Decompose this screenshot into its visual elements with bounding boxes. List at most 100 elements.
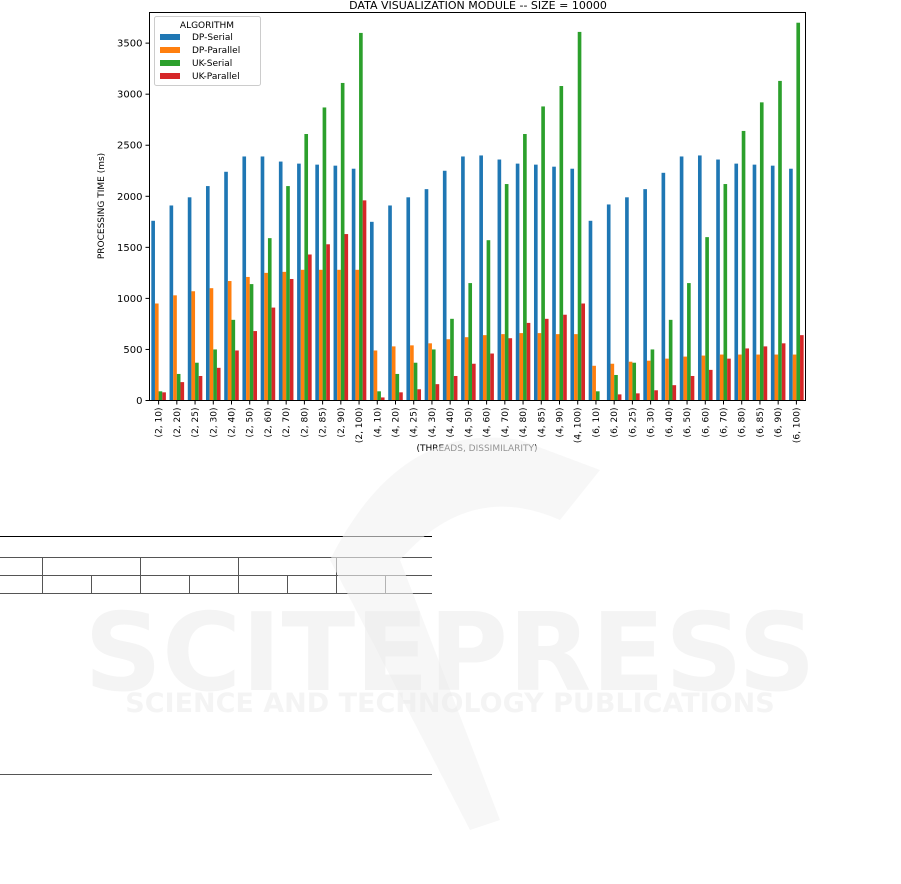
x-tick-label: (2, 40) bbox=[228, 408, 238, 438]
bar-dp-parallel-1 bbox=[173, 295, 177, 401]
bar-dp-serial-20 bbox=[515, 163, 520, 401]
y-tick-label: 3000 bbox=[117, 90, 142, 101]
x-tick-label: (6, 70) bbox=[720, 408, 730, 438]
bar-uk-serial-23 bbox=[577, 31, 582, 401]
bar-dp-serial-13 bbox=[388, 205, 392, 401]
bar-uk-parallel-32 bbox=[745, 348, 750, 401]
x-tick-label: (6, 85) bbox=[756, 408, 766, 438]
bar-dp-parallel-35 bbox=[792, 354, 797, 401]
bar-dp-serial-2 bbox=[187, 197, 192, 401]
table-column-divider bbox=[238, 575, 239, 593]
bar-uk-parallel-7 bbox=[289, 278, 294, 401]
bar-uk-parallel-21 bbox=[544, 318, 549, 401]
bar-dp-serial-28 bbox=[661, 172, 666, 401]
y-axis: 0 500 1000 1500 2000 2500 3000 3500 bbox=[117, 39, 150, 407]
bar-dp-parallel-27 bbox=[646, 360, 651, 401]
bar-uk-serial-8 bbox=[304, 134, 309, 401]
bar-dp-parallel-7 bbox=[282, 271, 287, 401]
bar-dp-serial-32 bbox=[734, 163, 739, 401]
bar-dp-serial-35 bbox=[789, 168, 793, 401]
x-tick-label: (2, 50) bbox=[246, 408, 256, 438]
chart-title: DATA VISUALIZATION MODULE -- SIZE = 1000… bbox=[349, 0, 607, 12]
x-tick-label: (4, 50) bbox=[464, 408, 474, 438]
y-axis-label: PROCESSING TIME (ms) bbox=[97, 153, 107, 259]
x-tick-label: (4, 85) bbox=[537, 408, 547, 438]
bar-uk-parallel-23 bbox=[581, 303, 586, 401]
bar-uk-serial-30 bbox=[705, 237, 709, 401]
bar-uk-serial-28 bbox=[668, 319, 673, 401]
bar-dp-parallel-2 bbox=[191, 291, 196, 401]
bar-dp-parallel-11 bbox=[355, 269, 360, 401]
bar-uk-serial-21 bbox=[541, 106, 545, 401]
bar-uk-serial-29 bbox=[687, 283, 691, 401]
y-tick-label: 500 bbox=[123, 345, 142, 356]
y-tick-label: 1500 bbox=[117, 243, 142, 254]
bar-uk-parallel-4 bbox=[235, 350, 239, 401]
bar-uk-serial-16 bbox=[450, 318, 454, 401]
x-tick-label: (4, 30) bbox=[428, 408, 438, 438]
bar-dp-serial-11 bbox=[351, 168, 356, 401]
bar-uk-parallel-2 bbox=[198, 375, 203, 401]
bar-dp-serial-16 bbox=[442, 170, 447, 401]
bar-uk-serial-15 bbox=[431, 349, 436, 401]
legend-box bbox=[154, 16, 261, 86]
bar-dp-serial-17 bbox=[461, 156, 465, 401]
legend-label-uk-serial: UK-Serial bbox=[192, 59, 232, 69]
bar-uk-serial-34 bbox=[778, 80, 782, 401]
bar-dp-serial-31 bbox=[716, 159, 720, 401]
bar-uk-parallel-8 bbox=[308, 254, 312, 401]
x-tick-label: (4, 10) bbox=[373, 408, 383, 438]
bar-uk-parallel-18 bbox=[490, 353, 494, 401]
bar-uk-serial-9 bbox=[322, 107, 327, 401]
table-column-divider bbox=[42, 557, 43, 575]
bar-dp-serial-7 bbox=[278, 161, 283, 401]
x-tick-label: (2, 20) bbox=[173, 408, 183, 438]
bar-uk-parallel-34 bbox=[781, 343, 786, 401]
bar-uk-serial-19 bbox=[504, 184, 509, 401]
bar-dp-parallel-6 bbox=[264, 272, 268, 401]
bar-dp-parallel-21 bbox=[537, 333, 542, 401]
table-column-divider bbox=[238, 557, 239, 575]
bar-dp-parallel-24 bbox=[592, 365, 596, 401]
bar-dp-parallel-3 bbox=[209, 288, 214, 401]
bar-dp-parallel-13 bbox=[391, 346, 396, 401]
legend-swatch-uk-parallel bbox=[160, 73, 180, 79]
x-tick-label: (6, 40) bbox=[665, 408, 675, 438]
bar-uk-parallel-33 bbox=[763, 346, 768, 401]
bar-dp-serial-21 bbox=[533, 164, 538, 401]
legend-label-dp-serial: DP-Serial bbox=[192, 33, 233, 43]
y-tick-label: 2000 bbox=[117, 192, 142, 203]
bar-dp-serial-26 bbox=[625, 197, 629, 401]
bar-dp-serial-34 bbox=[770, 165, 775, 401]
x-tick-label: (6, 10) bbox=[592, 408, 602, 438]
bar-uk-parallel-15 bbox=[435, 384, 440, 401]
bar-dp-parallel-26 bbox=[628, 361, 633, 401]
bar-uk-parallel-29 bbox=[690, 375, 695, 401]
bar-dp-serial-27 bbox=[643, 189, 647, 401]
bar-uk-parallel-28 bbox=[672, 385, 677, 401]
x-tick-label: (2, 60) bbox=[264, 408, 274, 438]
bar-dp-serial-10 bbox=[333, 165, 338, 401]
table-column-divider bbox=[287, 575, 288, 593]
plot-frame bbox=[149, 12, 806, 401]
bar-dp-serial-0 bbox=[151, 220, 155, 401]
bar-uk-parallel-20 bbox=[526, 322, 531, 401]
bar-dp-serial-5 bbox=[242, 156, 247, 401]
bar-dp-parallel-14 bbox=[410, 345, 414, 401]
y-tick-label: 0 bbox=[136, 396, 142, 407]
table-rule-header-1 bbox=[0, 557, 432, 558]
x-tick-label: (2, 100) bbox=[355, 408, 365, 444]
bar-uk-serial-6 bbox=[267, 238, 272, 401]
bar-dp-parallel-22 bbox=[555, 334, 560, 401]
bar-dp-serial-12 bbox=[369, 221, 374, 401]
x-tick-label: (4, 40) bbox=[446, 408, 456, 438]
bar-uk-parallel-27 bbox=[654, 390, 658, 401]
legend-swatch-uk-serial bbox=[160, 60, 180, 66]
x-tick-label: (2, 80) bbox=[300, 408, 310, 438]
bar-dp-parallel-5 bbox=[246, 276, 250, 401]
bar-uk-parallel-1 bbox=[180, 382, 185, 401]
bar-dp-parallel-29 bbox=[683, 356, 688, 401]
bar-dp-parallel-9 bbox=[318, 269, 323, 401]
bar-dp-parallel-25 bbox=[610, 363, 615, 401]
